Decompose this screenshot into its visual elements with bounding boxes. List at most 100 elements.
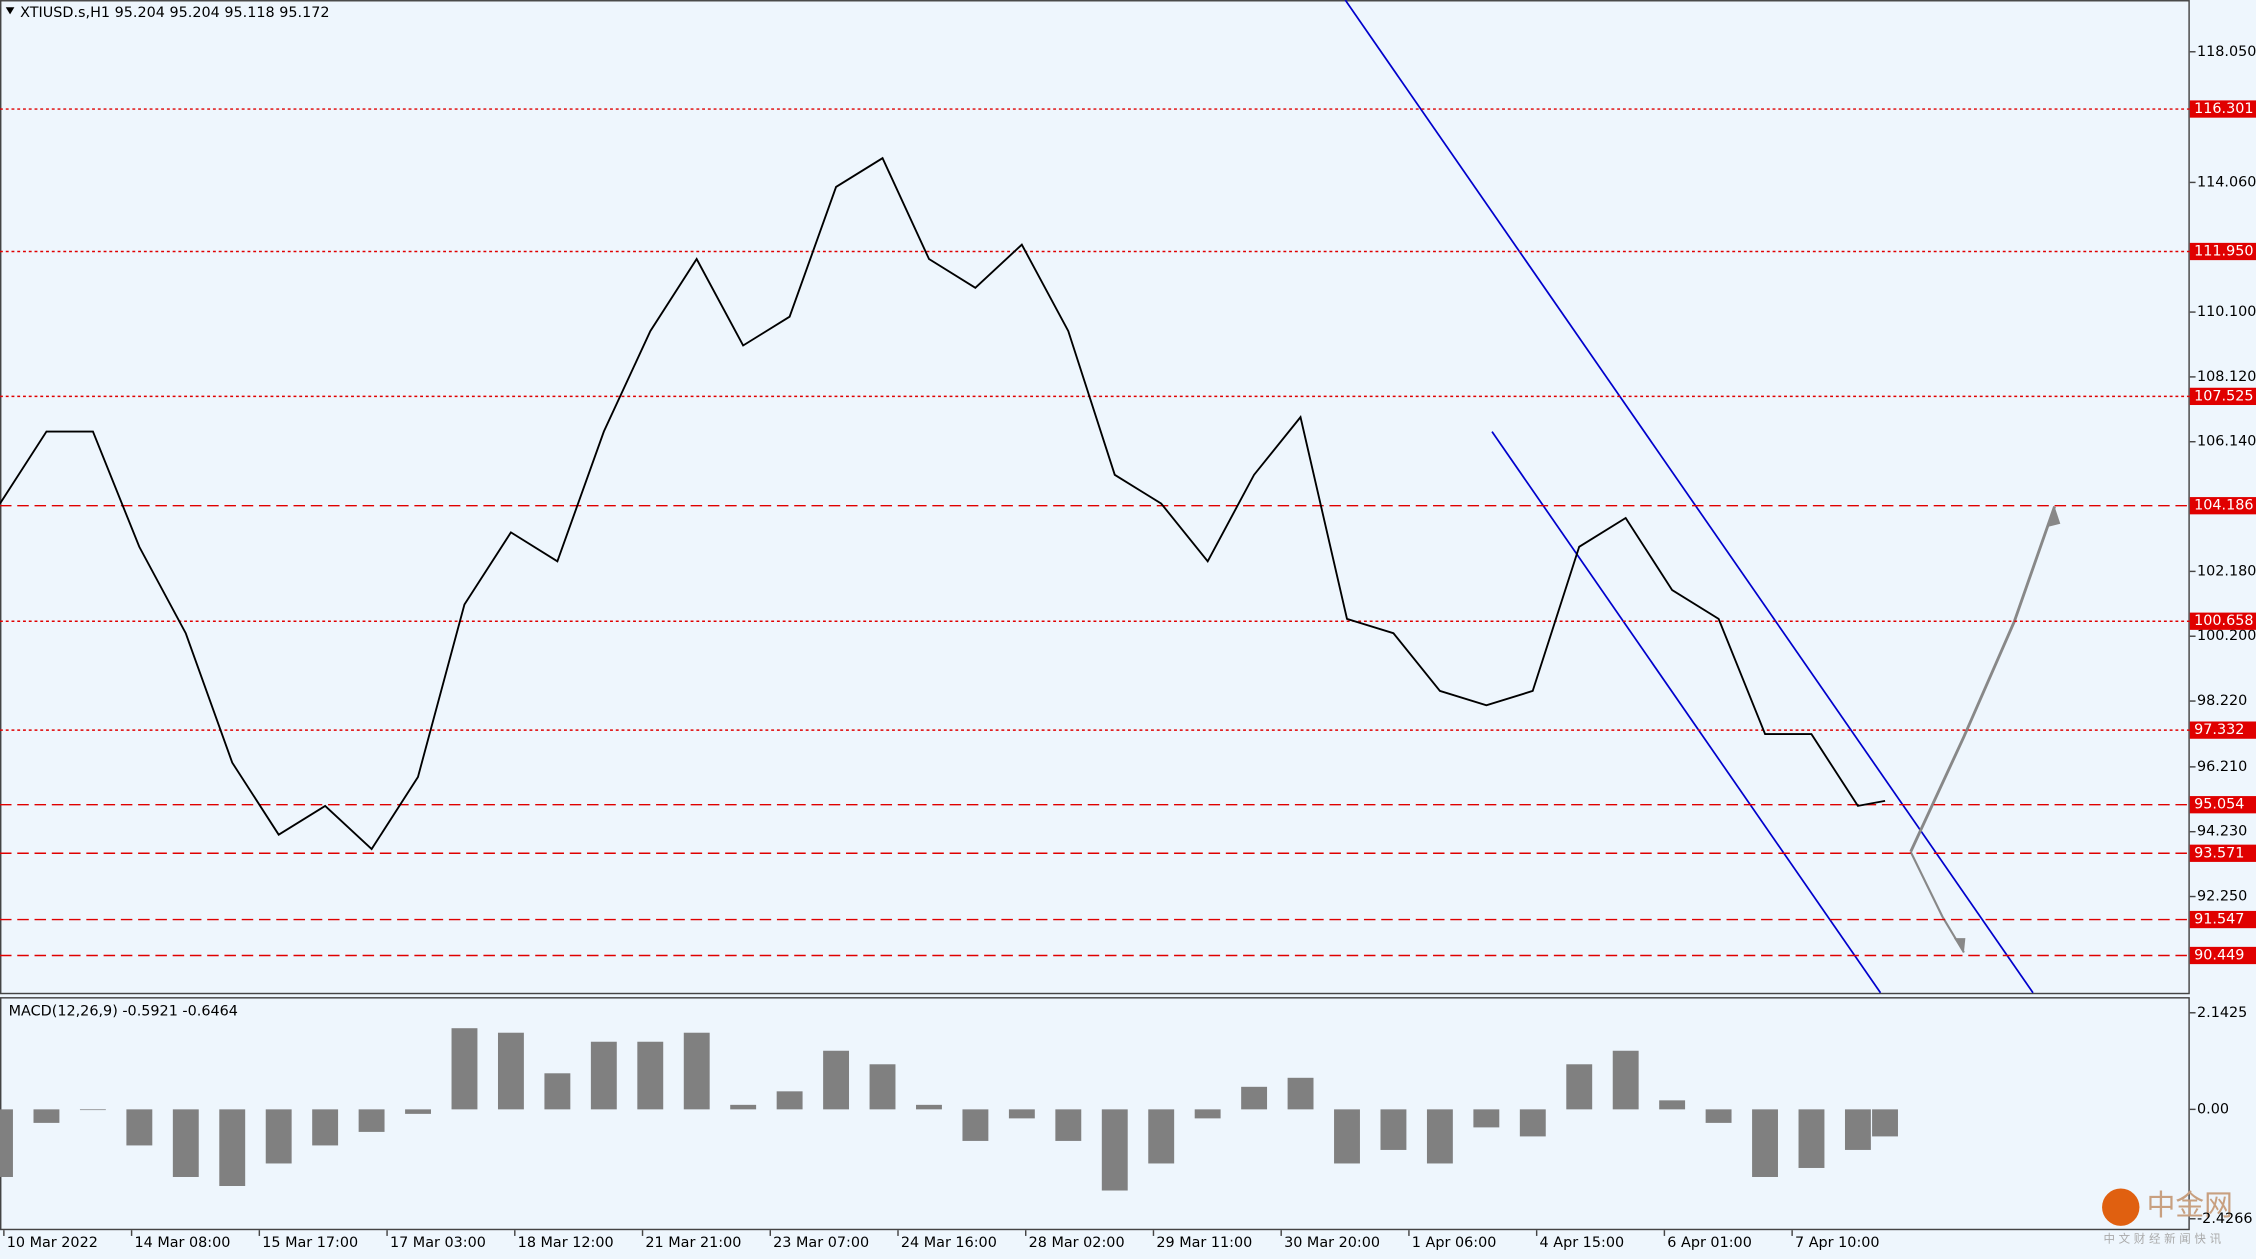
macd-bar [219,1109,246,1187]
arrow-head [1953,938,1966,953]
macd-bar [1752,1109,1778,1177]
macd-bar [1705,1109,1732,1123]
level-label: 97.332 [2194,722,2244,738]
x-tick-label: 23 Mar 07:00 [773,1235,869,1251]
level-label-box [2189,946,2256,965]
y-tick-label: 96.210 [2197,759,2247,775]
level-label: 100.658 [2194,613,2253,629]
macd-bar [962,1109,989,1141]
macd-bar [451,1028,478,1110]
macd-bar [869,1064,896,1110]
x-tick-label: 15 Mar 17:00 [262,1235,358,1251]
y-tick-label: 92.250 [2197,889,2247,905]
macd-bar [544,1073,571,1110]
chart-header: XTIUSD.s,H1 95.204 95.204 95.118 95.172 [20,5,329,21]
macd-tick-label: -2.4266 [2197,1211,2253,1227]
x-tick-label: 24 Mar 16:00 [901,1235,997,1251]
macd-bar [1426,1109,1453,1164]
macd-bar [126,1109,153,1146]
x-tick-label: 28 Mar 02:00 [1029,1235,1125,1251]
macd-tick-label: 0.00 [2197,1101,2229,1117]
y-tick-label: 110.100 [2197,304,2256,320]
level-label: 116.301 [2194,101,2253,117]
y-tick-label: 114.060 [2197,174,2256,190]
macd-bar [1473,1109,1500,1128]
macd-bar [172,1109,199,1177]
macd-bar [265,1109,292,1164]
y-tick-label: 108.120 [2197,369,2256,385]
channel-line [1491,431,1882,994]
macd-bar [1659,1100,1686,1110]
macd-bar [1612,1050,1639,1110]
macd-bar [79,1109,106,1111]
x-tick-label: 17 Mar 03:00 [390,1235,486,1251]
level-label: 107.525 [2194,388,2253,404]
y-tick-label: 94.230 [2197,824,2247,840]
macd-bar [1194,1109,1221,1119]
macd-bar [1844,1109,1871,1150]
level-label: 93.571 [2194,845,2244,861]
macd-bar [730,1104,757,1110]
macd-bar [590,1041,617,1110]
macd-bar [683,1032,710,1110]
macd-bar [1008,1109,1035,1119]
x-tick-label: 6 Apr 01:00 [1667,1235,1752,1251]
x-tick-label: 29 Mar 11:00 [1156,1235,1252,1251]
header-marker [5,7,15,15]
macd-bar [1519,1109,1546,1137]
x-tick-label: 14 Mar 08:00 [134,1235,230,1251]
macd-bar [776,1091,803,1110]
channel-line [1344,0,2034,994]
macd-bar [1148,1109,1175,1164]
x-tick-label: 21 Mar 21:00 [645,1235,741,1251]
level-label: 111.950 [2194,243,2253,259]
level-label: 90.449 [2194,947,2244,963]
level-label: 104.186 [2194,498,2253,514]
macd-bar [33,1109,60,1123]
macd-bar [1287,1077,1314,1110]
x-tick-label: 18 Mar 12:00 [518,1235,614,1251]
level-label: 91.547 [2194,912,2244,928]
macd-bar [1566,1064,1593,1110]
x-tick-label: 7 Apr 10:00 [1795,1235,1880,1251]
macd-bar [1872,1109,1898,1137]
y-tick-label: 106.140 [2197,434,2256,450]
macd-bar [1055,1109,1082,1141]
level-label-box [2189,497,2256,515]
macd-bar [1101,1109,1128,1191]
watermark: 中金网 [2147,1188,2233,1222]
macd-bar [916,1104,942,1110]
level-label-box [2189,612,2256,630]
level-label-box [2189,844,2256,862]
macd-bar [637,1041,664,1110]
macd-bar [1798,1109,1825,1168]
watermark-sub: 中 文 财 经 新 闻 快 讯 [2103,1231,2221,1245]
arrow-head [2048,506,2061,527]
level-label: 95.054 [2194,797,2244,813]
x-tick-label: 30 Mar 20:00 [1284,1235,1380,1251]
projection-arrow [1909,506,2056,853]
level-label-box [2189,100,2256,118]
level-label-box [2189,387,2256,406]
macd-bar [405,1109,431,1114]
level-label-box [2189,242,2256,261]
x-tick-label: 1 Apr 06:00 [1412,1235,1497,1251]
macd-bar [358,1109,385,1132]
level-label-box [2189,796,2256,814]
macd-bar [1334,1109,1360,1164]
macd-header: MACD(12,26,9) -0.5921 -0.6464 [9,1003,238,1019]
watermark-logo [2102,1188,2140,1226]
x-tick-label: 4 Apr 15:00 [1540,1235,1625,1251]
price-line [0,156,1886,851]
level-label-box [2189,721,2256,739]
macd-bar [1241,1086,1268,1110]
macd-bar [1380,1109,1407,1150]
x-tick-label: 10 Mar 2022 [7,1235,98,1251]
macd-bar [312,1109,339,1146]
macd-bar [823,1050,850,1110]
level-label-box [2189,910,2256,929]
y-tick-label: 102.180 [2197,563,2256,579]
